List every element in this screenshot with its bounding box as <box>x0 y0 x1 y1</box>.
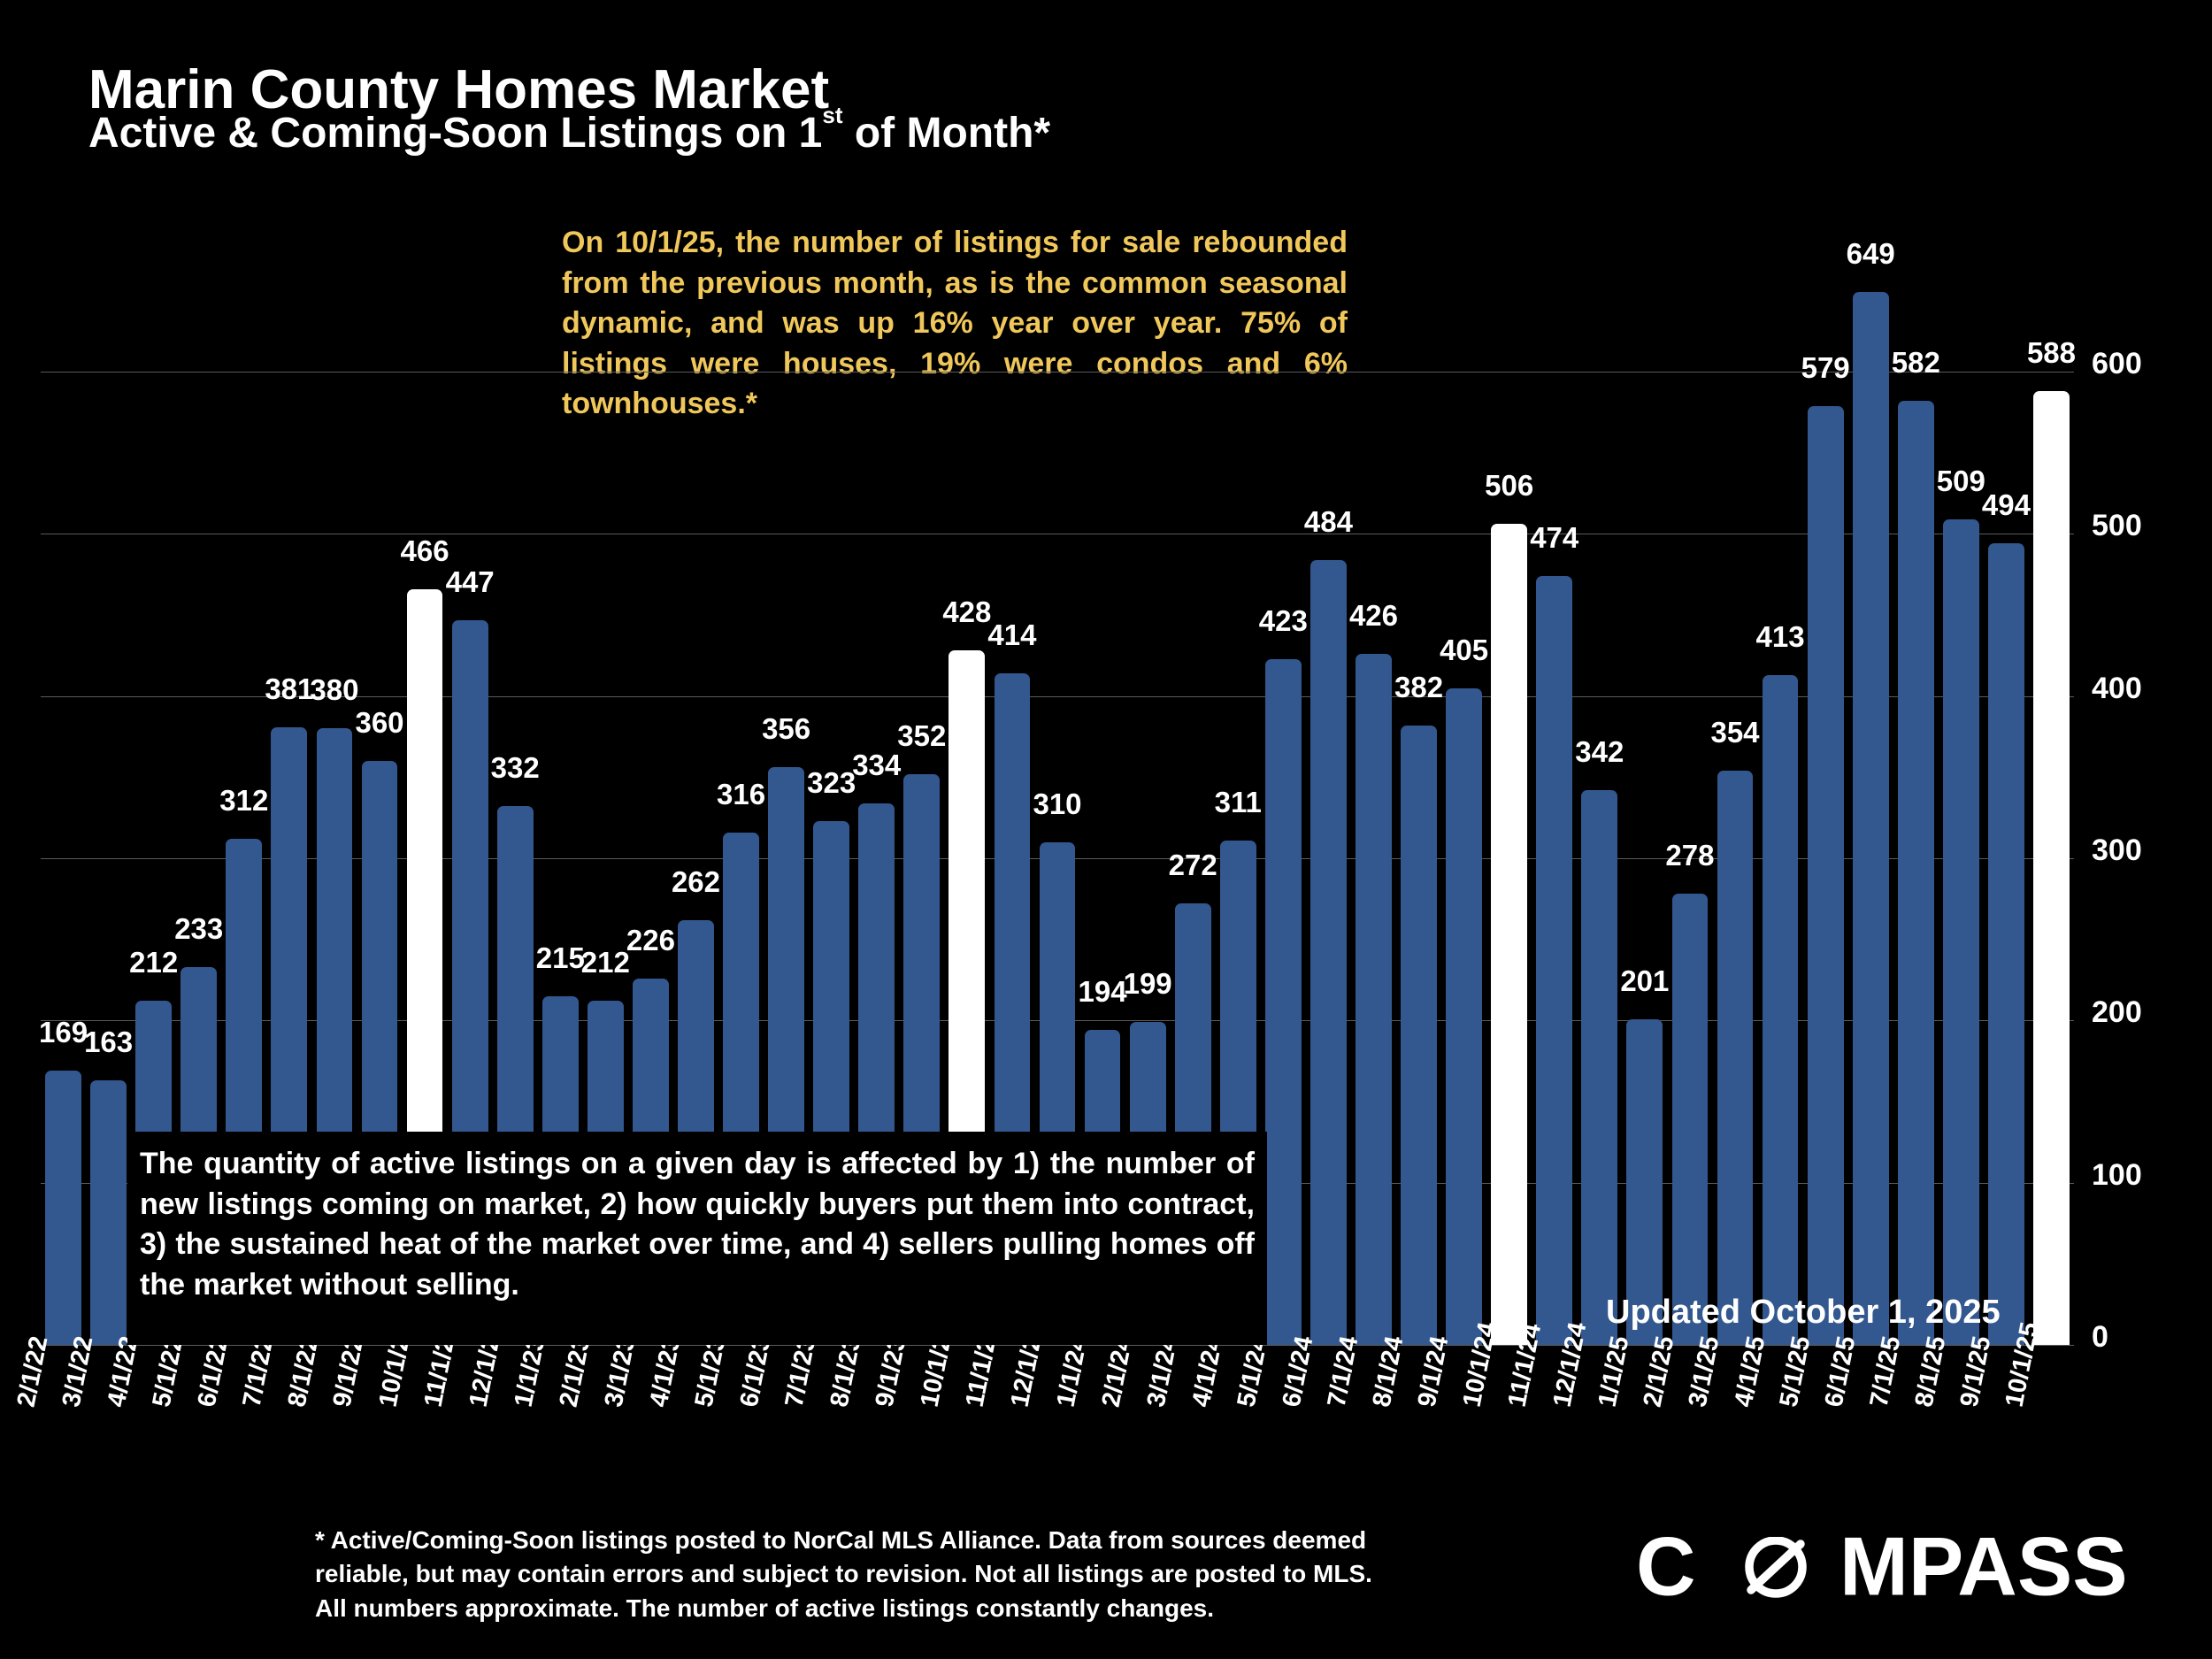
svg-text:C: C <box>1636 1537 1696 1613</box>
svg-text:MPASS: MPASS <box>1839 1537 2128 1613</box>
